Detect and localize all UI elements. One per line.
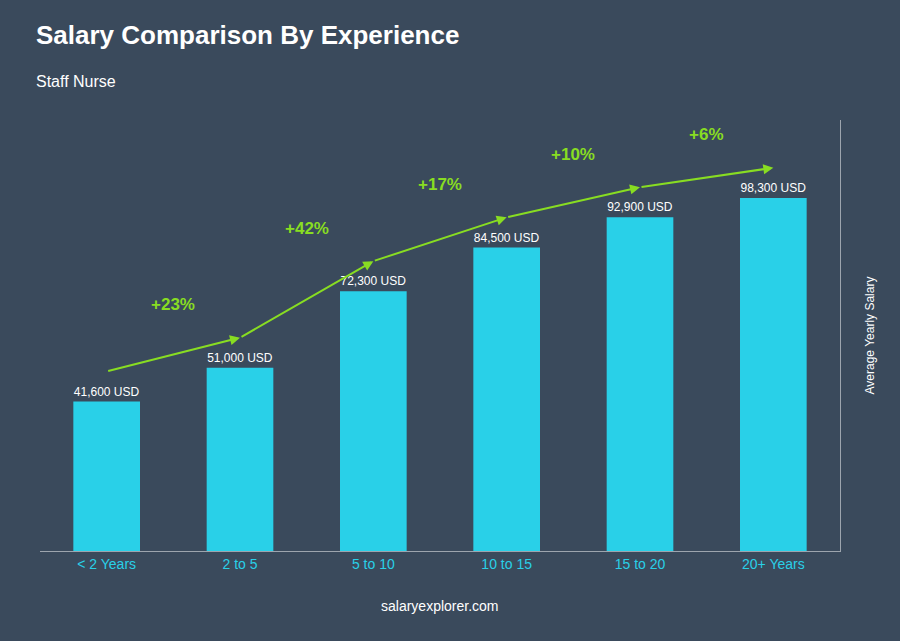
svg-text:51,000 USD: 51,000 USD [207,351,273,365]
svg-text:84,500 USD: 84,500 USD [474,231,540,245]
svg-text:41,600 USD: 41,600 USD [74,385,140,399]
svg-text:Salary Comparison By Experienc: Salary Comparison By Experience [36,20,459,50]
svg-text:2 to 5: 2 to 5 [222,556,257,572]
svg-text:Average Yearly Salary: Average Yearly Salary [863,277,877,395]
svg-text:+17%: +17% [418,175,462,194]
svg-text:92,900 USD: 92,900 USD [607,200,673,214]
svg-text:Staff Nurse: Staff Nurse [36,73,116,90]
svg-text:10 to 15: 10 to 15 [481,556,532,572]
svg-text:98,300 USD: 98,300 USD [740,181,806,195]
svg-text:salaryexplorer.com: salaryexplorer.com [381,598,499,614]
svg-text:15 to 20: 15 to 20 [615,556,666,572]
svg-text:5 to 10: 5 to 10 [352,556,395,572]
svg-text:+42%: +42% [285,219,329,238]
svg-text:72,300 USD: 72,300 USD [340,274,406,288]
svg-text:+10%: +10% [551,145,595,164]
svg-text:+23%: +23% [151,295,195,314]
svg-text:20+ Years: 20+ Years [742,556,805,572]
svg-text:+6%: +6% [689,125,724,144]
svg-text:< 2 Years: < 2 Years [77,556,136,572]
